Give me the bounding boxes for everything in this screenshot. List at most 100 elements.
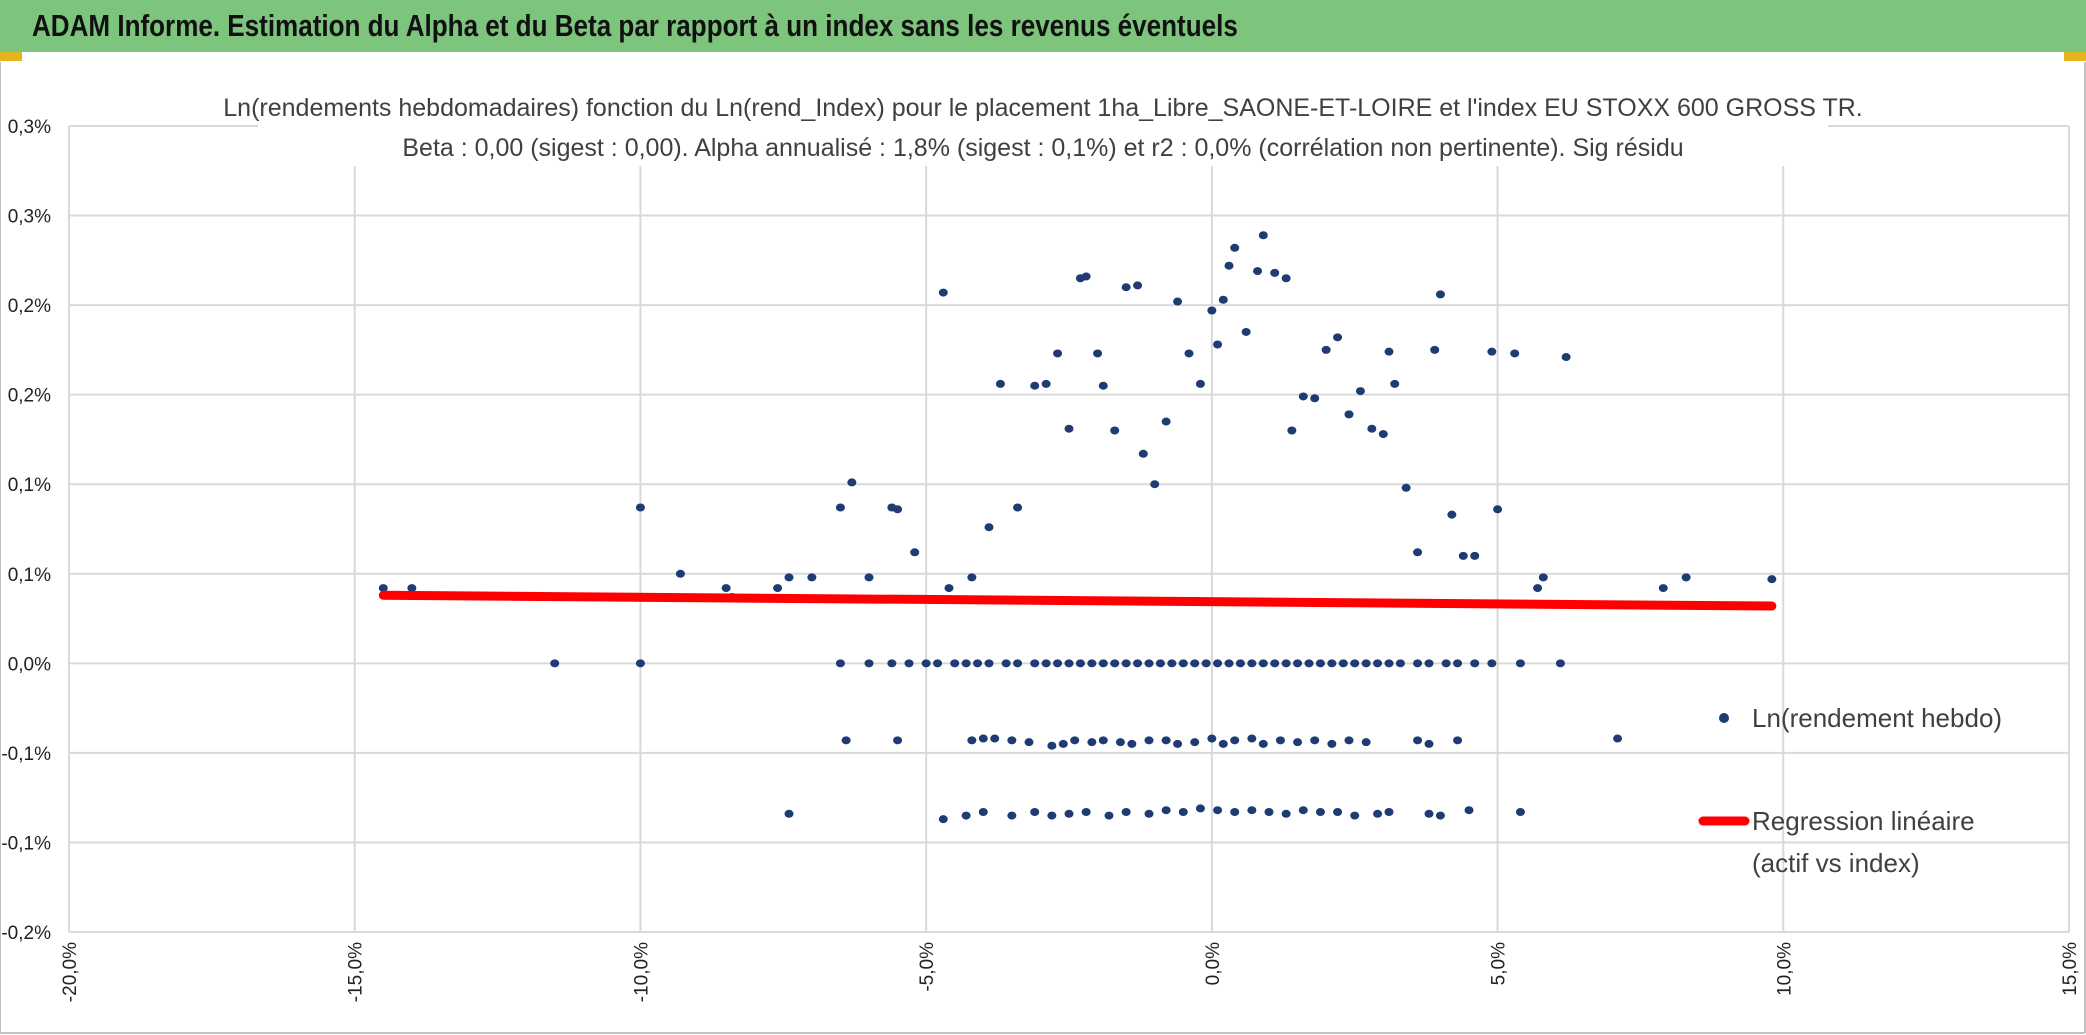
- corner-accent-left: [0, 52, 22, 61]
- data-point: [1064, 424, 1074, 433]
- data-point: [1510, 349, 1520, 358]
- data-point: [1241, 327, 1251, 336]
- data-point: [921, 659, 931, 668]
- data-point: [1401, 483, 1411, 492]
- x-tick-label: 15,0%: [2060, 942, 2081, 996]
- data-point: [635, 503, 645, 512]
- data-point: [1013, 503, 1023, 512]
- data-point: [967, 573, 977, 582]
- data-point: [1213, 806, 1223, 815]
- x-tick-label: 0,0%: [1203, 942, 1224, 985]
- data-point: [1247, 806, 1257, 815]
- data-point: [961, 659, 971, 668]
- data-point: [938, 815, 948, 824]
- data-point: [1133, 659, 1143, 668]
- legend-label-regression-line2: (actif vs index): [1752, 848, 1920, 878]
- data-point: [990, 734, 1000, 743]
- data-point: [1030, 381, 1040, 390]
- data-point: [1110, 426, 1120, 435]
- y-tick-label: -0,2%: [1, 923, 51, 944]
- data-point: [1413, 736, 1423, 745]
- corner-accent-right: [2064, 52, 2086, 61]
- data-point: [1327, 659, 1337, 668]
- data-point: [1121, 659, 1131, 668]
- data-point: [1173, 739, 1183, 748]
- data-point: [1161, 417, 1171, 426]
- data-point: [1155, 659, 1165, 668]
- data-point: [887, 659, 897, 668]
- data-point: [1658, 584, 1668, 593]
- data-point: [1098, 659, 1108, 668]
- data-point: [984, 523, 994, 532]
- data-point: [1053, 659, 1063, 668]
- x-tick-label: 10,0%: [1774, 942, 1795, 996]
- x-tick-label: -20,0%: [60, 942, 81, 1002]
- data-point: [1533, 584, 1543, 593]
- data-point: [1001, 659, 1011, 668]
- chart-title-line1: Ln(rendements hebdomadaires) fonction du…: [223, 94, 1862, 122]
- data-point: [1453, 736, 1463, 745]
- data-point: [1064, 659, 1074, 668]
- y-tick-label: 0,1%: [8, 475, 51, 496]
- report-title: ADAM Informe. Estimation du Alpha et du …: [32, 8, 1238, 43]
- data-point: [1133, 281, 1143, 290]
- data-point: [1384, 807, 1394, 816]
- data-point: [1081, 272, 1091, 281]
- grid-lines: [68, 125, 2070, 933]
- data-point: [1515, 807, 1525, 816]
- data-point: [1538, 573, 1548, 582]
- x-tick-label: -10,0%: [631, 942, 652, 1002]
- data-point: [904, 659, 914, 668]
- title-background: [258, 92, 1828, 166]
- data-point: [864, 659, 874, 668]
- y-tick-label: 0,1%: [8, 565, 51, 586]
- data-point: [1384, 347, 1394, 356]
- data-point: [1344, 410, 1354, 419]
- data-point: [1333, 333, 1343, 342]
- x-tick-label: -5,0%: [917, 942, 938, 992]
- data-point: [635, 659, 645, 668]
- data-point: [1213, 340, 1223, 349]
- data-point: [1104, 811, 1114, 820]
- data-point: [1373, 809, 1383, 818]
- x-tick-label: 5,0%: [1489, 942, 1510, 985]
- data-point: [1487, 347, 1497, 356]
- data-point: [1270, 659, 1280, 668]
- data-point: [1184, 349, 1194, 358]
- data-point: [1041, 379, 1051, 388]
- data-point: [1293, 738, 1303, 747]
- data-point: [1247, 659, 1257, 668]
- data-point: [1121, 807, 1131, 816]
- data-point: [1275, 736, 1285, 745]
- data-point: [1230, 736, 1240, 745]
- y-tick-label: 0,0%: [8, 654, 51, 675]
- data-point: [1144, 659, 1154, 668]
- data-point: [1041, 659, 1051, 668]
- data-point: [1190, 738, 1200, 747]
- data-point: [1441, 659, 1451, 668]
- data-point: [1515, 659, 1525, 668]
- data-point: [1355, 387, 1365, 396]
- data-point: [1110, 659, 1120, 668]
- data-point: [1047, 741, 1057, 750]
- data-point: [1298, 392, 1308, 401]
- data-point: [721, 584, 731, 593]
- x-axis-ticks: -20,0% -15,0% -10,0% -5,0% 0,0% 5,0% 10,0% 15,0…: [60, 942, 2081, 1002]
- data-point: [1430, 345, 1440, 354]
- data-point: [978, 807, 988, 816]
- data-point: [807, 573, 817, 582]
- regression-series: [378, 590, 1777, 611]
- data-point: [1030, 659, 1040, 668]
- data-point: [1361, 738, 1371, 747]
- legend-label-regression: Regression linéaire: [1752, 806, 1975, 836]
- data-point: [1470, 551, 1480, 560]
- data-point: [1224, 261, 1234, 270]
- data-point: [1767, 575, 1777, 584]
- data-point: [1247, 734, 1257, 743]
- data-point: [984, 659, 994, 668]
- data-point: [1298, 806, 1308, 815]
- data-point: [1413, 659, 1423, 668]
- data-point: [1367, 424, 1377, 433]
- data-point: [1310, 394, 1320, 403]
- data-point: [1030, 807, 1040, 816]
